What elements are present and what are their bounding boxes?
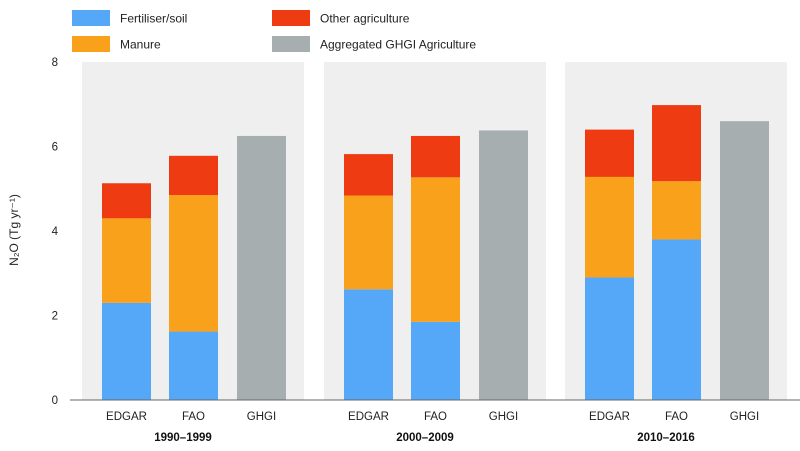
y-tick-label: 0 xyxy=(52,395,58,407)
y-tick-label: 8 xyxy=(52,57,58,69)
bar-segment xyxy=(102,218,151,303)
x-tick-label: FAO xyxy=(182,411,205,423)
bar-segment xyxy=(344,289,393,400)
bar-segment xyxy=(652,105,701,182)
legend-label: Fertiliser/soil xyxy=(120,12,187,26)
bar-segment xyxy=(411,321,460,400)
legend-swatch xyxy=(272,10,310,26)
x-tick-label: EDGAR xyxy=(589,411,630,423)
bar-segment xyxy=(102,302,151,400)
x-tick-label: GHGI xyxy=(489,411,518,423)
bar-segment xyxy=(720,121,769,401)
legend-swatch xyxy=(272,36,310,52)
group-label: 2000–2009 xyxy=(396,432,454,444)
bar-segment xyxy=(652,239,701,400)
x-tick-label: EDGAR xyxy=(348,411,389,423)
bar-segment xyxy=(102,183,151,219)
legend-label: Aggregated GHGI Agriculture xyxy=(320,38,476,52)
legend: Fertiliser/soil Manure Other agriculture Ag… xyxy=(72,10,476,52)
bar-segment xyxy=(169,195,218,332)
bar-segment xyxy=(411,135,460,178)
legend-swatch xyxy=(72,10,110,26)
group-label: 2010–2016 xyxy=(637,432,695,444)
group-label: 1990–1999 xyxy=(154,432,212,444)
x-tick-label: GHGI xyxy=(247,411,276,423)
bar-segment xyxy=(652,181,701,240)
legend-label: Manure xyxy=(120,38,161,52)
bar-segment xyxy=(237,135,286,400)
x-tick-label: EDGAR xyxy=(106,411,147,423)
bar-segment xyxy=(585,277,634,400)
legend-swatch xyxy=(72,36,110,52)
axes: 0 2 4 6 8 EDGAR FAO GHGI 1990–1999 EDGAR FAO GHGI 20… xyxy=(52,57,800,444)
y-axis-label: N₂O (Tg yr⁻¹) xyxy=(7,194,21,266)
bar-segment xyxy=(585,176,634,278)
y-tick-label: 4 xyxy=(52,226,59,238)
bar-segment xyxy=(169,155,218,196)
x-tick-label: GHGI xyxy=(730,411,759,423)
bar-segment xyxy=(169,331,218,400)
y-tick-label: 6 xyxy=(52,142,58,154)
bar-segment xyxy=(479,130,528,400)
bar-segment xyxy=(344,154,393,196)
y-tick-label: 2 xyxy=(52,311,58,323)
bar-segment xyxy=(585,129,634,177)
legend-label: Other agriculture xyxy=(320,12,410,26)
x-tick-label: FAO xyxy=(424,411,447,423)
bar-segment xyxy=(344,195,393,290)
x-tick-label: FAO xyxy=(665,411,688,423)
bar-segment xyxy=(411,177,460,322)
bars xyxy=(102,105,769,401)
